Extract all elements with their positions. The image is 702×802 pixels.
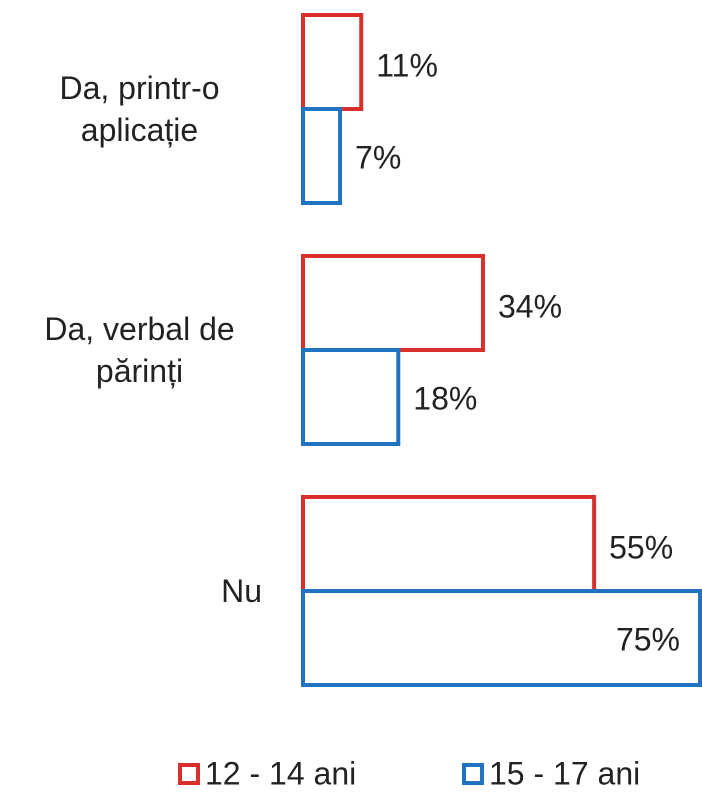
legend-label: 15 - 17 ani: [489, 755, 640, 791]
value-label: 55%: [609, 529, 673, 565]
value-label: 34%: [498, 288, 562, 324]
bar: [301, 254, 485, 352]
value-label: 18%: [413, 380, 477, 416]
bar: [301, 13, 364, 111]
legend-swatch: [178, 763, 200, 785]
category-label-box: Da, printr-o aplicație: [0, 15, 262, 203]
category-label-box: Da, verbal de părinți: [0, 256, 262, 444]
legend-label: 12 - 14 ani: [205, 755, 356, 791]
category-label: Da, printr-o aplicație: [59, 70, 220, 148]
bar: [301, 589, 702, 687]
bar: [301, 348, 401, 446]
bar: [301, 495, 597, 593]
category-label: Da, verbal de părinți: [44, 311, 235, 389]
legend-swatch: [462, 763, 484, 785]
category-label: Nu: [221, 573, 262, 609]
value-label: 75%: [616, 621, 680, 657]
category-label-box: Nu: [0, 497, 262, 685]
value-label: 11%: [376, 47, 438, 83]
bar: [301, 107, 343, 205]
value-label: 7%: [355, 139, 401, 175]
